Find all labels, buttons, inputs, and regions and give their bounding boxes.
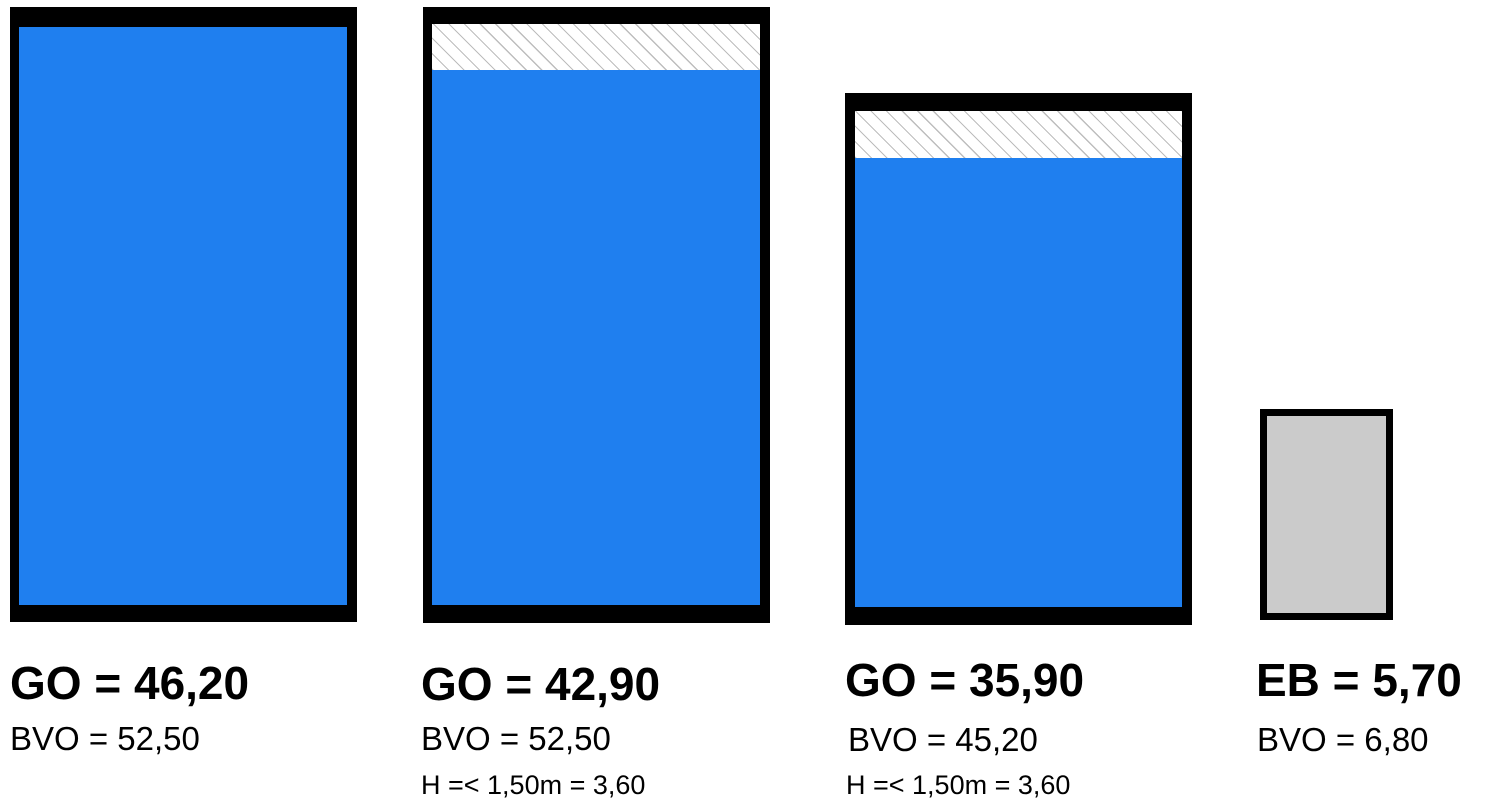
room-3-note-label: H =< 1,50m = 3,60 (846, 770, 1071, 800)
room-1-main-label: GO = 46,20 (10, 657, 250, 709)
room-3-main-label: GO = 35,90 (845, 654, 1085, 706)
room-2-main-label: GO = 42,90 (421, 658, 661, 710)
room-2-block (423, 7, 770, 623)
room-2-low-height-area (432, 24, 760, 70)
room-3-low-height-area (855, 111, 1182, 158)
room-4-main-label: EB = 5,70 (1256, 654, 1462, 706)
room-2-sub-label: BVO = 52,50 (421, 720, 611, 757)
room-3-block (845, 93, 1192, 625)
room-1-usable-area (19, 27, 347, 605)
room-3-usable-area (855, 158, 1182, 607)
room-4-sub-label: BVO = 6,80 (1257, 721, 1429, 758)
room-1-block (10, 7, 357, 622)
room-1-sub-label: BVO = 52,50 (10, 720, 200, 757)
room-3-sub-label: BVO = 45,20 (848, 721, 1038, 758)
room-2-usable-area (432, 70, 760, 605)
room-4-block (1260, 409, 1393, 620)
room-2-note-label: H =< 1,50m = 3,60 (421, 770, 646, 800)
